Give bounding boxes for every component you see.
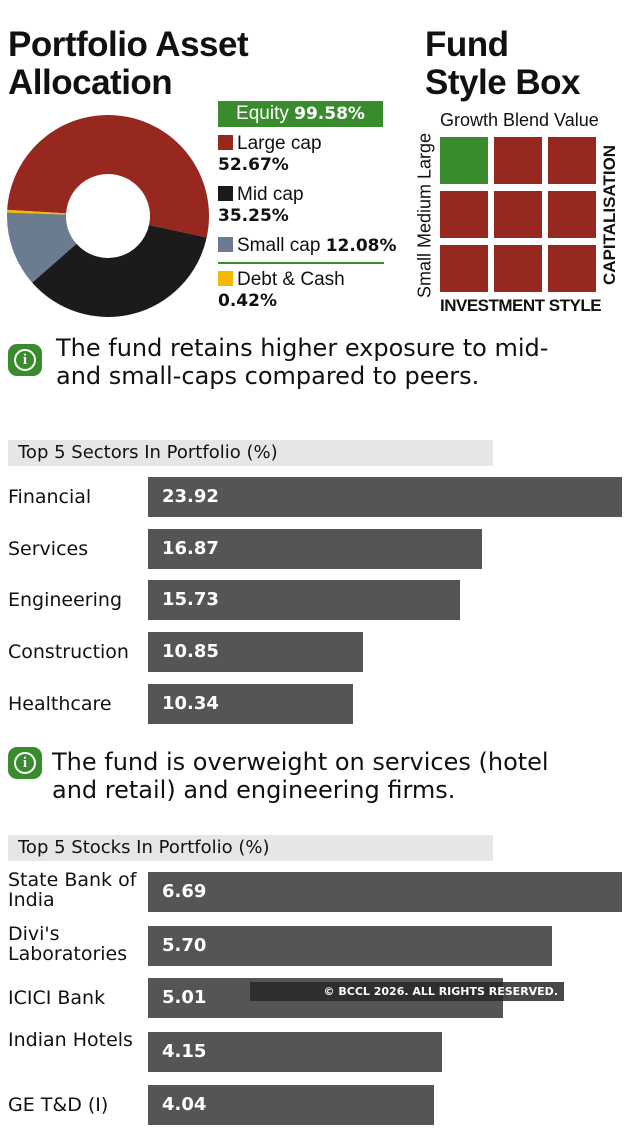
bar-row: GE T&D (I) 4.04 xyxy=(0,1085,630,1127)
allocation-title: Portfolio Asset Allocation xyxy=(8,25,249,102)
legend-divider xyxy=(218,262,384,264)
legend-debt: Debt & Cash 0.42% xyxy=(218,269,345,312)
legend-large: Large cap 52.67% xyxy=(218,133,322,176)
bar-category: Indian Hotels xyxy=(8,1029,133,1051)
bar-category: Healthcare xyxy=(8,693,112,715)
bar-row: Financial 23.92 xyxy=(0,477,630,519)
donut-slice-mid xyxy=(32,224,207,317)
bar-category: Services xyxy=(8,538,89,560)
bar-row: Healthcare 10.34 xyxy=(0,684,630,726)
legend-value: 0.42% xyxy=(218,291,277,311)
cell-small-growth xyxy=(440,245,488,292)
bar-row: Divi's Laboratories 5.70 xyxy=(0,923,630,968)
bar-row: Services 16.87 xyxy=(0,529,630,571)
equity-label: Equity xyxy=(236,103,289,124)
legend-label: Large cap xyxy=(237,133,322,154)
equity-badge: Equity 99.58% xyxy=(218,101,383,127)
cell-large-value xyxy=(548,137,596,184)
watermark: © BCCL 2026. ALL RIGHTS RESERVED. xyxy=(250,982,564,1001)
cell-large-growth xyxy=(440,137,488,184)
bar xyxy=(148,684,353,724)
donut-slice-debt xyxy=(7,209,67,215)
donut-slice-large xyxy=(7,115,210,238)
stylebox-investment-style: INVESTMENT STYLE xyxy=(440,296,602,315)
donut-chart xyxy=(7,115,210,317)
info-icon: i xyxy=(8,344,42,376)
legend-value: 12.08% xyxy=(325,236,397,256)
bar xyxy=(148,926,552,966)
title-line: Allocation xyxy=(8,63,173,102)
bar-value-label: 10.85 xyxy=(162,641,219,662)
cell-small-blend xyxy=(494,245,542,292)
stocks-heading: Top 5 Stocks In Portfolio (%) xyxy=(8,835,493,861)
legend-swatch xyxy=(218,135,233,150)
note-sectors: The fund is overweight on services (hote… xyxy=(52,748,549,804)
bar-row: State Bank of India 6.69 xyxy=(0,869,630,914)
bar-value-label: 6.69 xyxy=(162,881,207,902)
cell-medium-blend xyxy=(494,191,542,238)
info-icon: i xyxy=(8,747,42,779)
bar-value-label: 10.34 xyxy=(162,693,219,714)
legend-label: Small cap xyxy=(237,235,321,256)
note-line: and retail) and engineering firms. xyxy=(52,776,456,804)
note-line: The fund retains higher exposure to mid- xyxy=(56,334,549,362)
bar-category: Financial xyxy=(8,486,92,508)
legend-value: 52.67% xyxy=(218,155,289,175)
equity-value: 99.58% xyxy=(294,104,365,124)
stylebox-title: Fund Style Box xyxy=(425,25,581,102)
note-line: and small-caps compared to peers. xyxy=(56,362,480,390)
stylebox-columns: Growth Blend Value xyxy=(440,110,599,130)
bar xyxy=(148,632,363,672)
bar-row: Engineering 15.73 xyxy=(0,580,630,622)
note-allocation: The fund retains higher exposure to mid-… xyxy=(56,334,548,390)
legend-label: Mid cap xyxy=(237,184,304,205)
bar-category: ICICI Bank xyxy=(8,987,106,1009)
legend-value: 35.25% xyxy=(218,206,289,226)
cell-medium-growth xyxy=(440,191,488,238)
title-line: Portfolio Asset xyxy=(8,25,249,64)
bar-category: Divi's Laboratories xyxy=(8,923,128,965)
note-line: The fund is overweight on services (hote… xyxy=(52,748,549,776)
bar-category: State Bank of India xyxy=(8,869,137,911)
legend-swatch xyxy=(218,186,233,201)
legend-small: Small cap 12.08% xyxy=(218,235,397,257)
bar xyxy=(148,1032,443,1072)
cell-small-value xyxy=(548,245,596,292)
bar-category: Construction xyxy=(8,641,129,663)
stylebox-rows: Small Medium Large xyxy=(414,132,435,299)
legend-swatch xyxy=(218,271,233,286)
bar-value-label: 16.87 xyxy=(162,538,219,559)
bar-category: Engineering xyxy=(8,589,122,611)
bar-value-label: 15.73 xyxy=(162,589,219,610)
stylebox-capitalisation: CAPITALISATION xyxy=(600,144,619,285)
sectors-heading: Top 5 Sectors In Portfolio (%) xyxy=(8,440,493,466)
legend-swatch xyxy=(218,237,233,252)
legend-mid: Mid cap 35.25% xyxy=(218,184,304,227)
legend-label: Debt & Cash xyxy=(237,269,345,290)
bar-value-label: 23.92 xyxy=(162,486,219,507)
bar-value-label: 5.01 xyxy=(162,987,207,1008)
bar xyxy=(148,872,622,912)
donut-slice-small xyxy=(7,212,77,283)
bar xyxy=(148,580,460,620)
bar-value-label: 4.15 xyxy=(162,1041,207,1062)
title-line: Fund xyxy=(425,25,509,64)
title-line: Style Box xyxy=(425,63,581,102)
cell-large-blend xyxy=(494,137,542,184)
bar-value-label: 5.70 xyxy=(162,935,207,956)
bar xyxy=(148,1085,435,1125)
bar-row: Construction 10.85 xyxy=(0,632,630,674)
bar xyxy=(148,477,622,517)
bar-value-label: 4.04 xyxy=(162,1094,207,1115)
bar-category: GE T&D (I) xyxy=(8,1094,109,1116)
cell-medium-value xyxy=(548,191,596,238)
bar-row: Indian Hotels 4.15 xyxy=(0,1029,630,1074)
bar xyxy=(148,529,483,569)
